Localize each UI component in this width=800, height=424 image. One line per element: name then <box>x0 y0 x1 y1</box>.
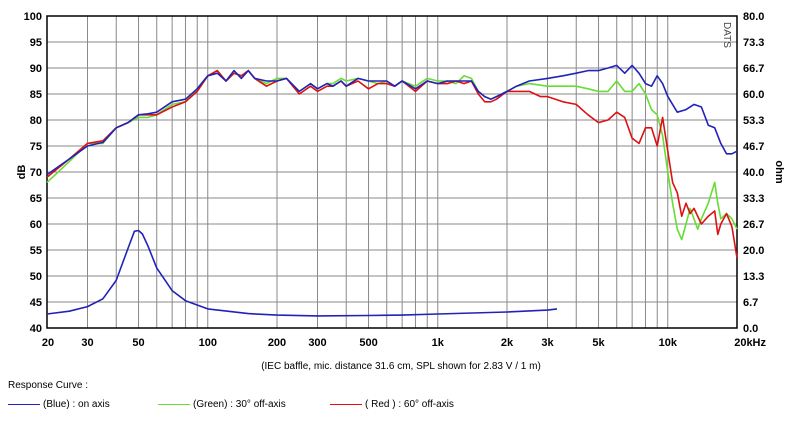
x-tick-label: 300 <box>308 337 326 349</box>
legend-item-red: ( Red ) : 60° off-axis <box>330 399 454 410</box>
legend-swatch-blue <box>8 404 40 405</box>
x-tick-label: 50 <box>132 337 144 349</box>
y2-tick-label: 53.3 <box>743 115 764 127</box>
x-tick-labels: 20 30 50 100 200 300 500 1k 2k 3k 5k 10k 20kHz <box>42 337 767 349</box>
y-axis-label: dB <box>16 165 28 180</box>
y2-tick-label: 66.7 <box>743 63 764 75</box>
y2-tick-label: 20.0 <box>743 245 764 257</box>
legend-swatch-green <box>158 404 190 405</box>
y2-tick-labels: 0.0 6.7 13.3 20.0 26.7 33.3 40.0 46.7 53.3 60.0 66… <box>743 11 764 335</box>
y2-tick-label: 46.7 <box>743 141 764 153</box>
y-tick-label: 40 <box>30 323 42 335</box>
x-tick-label: 5k <box>592 337 605 349</box>
y2-tick-label: 0.0 <box>743 323 758 335</box>
offaxis-60-curve <box>46 69 738 258</box>
y-tick-label: 50 <box>30 271 42 283</box>
legend-swatch-red <box>330 404 362 405</box>
offaxis-30-curve <box>46 69 738 241</box>
x-tick-label: 20kHz <box>734 337 766 349</box>
y-tick-label: 75 <box>30 141 42 153</box>
x-tick-label: 500 <box>359 337 377 349</box>
y-tick-label: 55 <box>30 245 42 257</box>
x-tick-label: 30 <box>81 337 93 349</box>
y-tick-label: 95 <box>30 37 42 49</box>
y2-tick-label: 80.0 <box>743 11 764 23</box>
y2-tick-label: 73.3 <box>743 37 764 49</box>
y-tick-label: 100 <box>24 11 42 23</box>
y2-tick-label: 6.7 <box>743 297 758 309</box>
legend-item-green: (Green) : 30° off-axis <box>158 399 286 410</box>
y-tick-label: 80 <box>30 115 42 127</box>
y-tick-label: 90 <box>30 63 42 75</box>
y2-tick-label: 40.0 <box>743 167 764 179</box>
y-tick-label: 60 <box>30 219 42 231</box>
y2-tick-label: 33.3 <box>743 193 764 205</box>
x-tick-label: 20 <box>42 337 54 349</box>
y-tick-label: 85 <box>30 89 42 101</box>
y-tick-label: 45 <box>30 297 42 309</box>
x-tick-label: 3k <box>541 337 554 349</box>
x-tick-label: 200 <box>268 337 286 349</box>
legend-item-blue: (Blue) : on axis <box>8 399 110 410</box>
legend-title: Response Curve : <box>8 380 89 391</box>
x-tick-label: 10k <box>659 337 678 349</box>
legend-label-blue: (Blue) : on axis <box>43 399 110 410</box>
impedance-curve <box>46 229 558 317</box>
on-axis-curve <box>46 64 738 176</box>
y2-tick-label: 26.7 <box>743 219 764 231</box>
y2-tick-label: 13.3 <box>743 271 764 283</box>
y-tick-labels: 40 45 50 55 60 65 70 75 80 85 90 95 100 <box>24 11 42 335</box>
x-tick-label: 2k <box>501 337 514 349</box>
grid <box>47 16 737 328</box>
legend-label-green: (Green) : 30° off-axis <box>193 399 286 410</box>
chart-caption: (IEC baffle, mic. distance 31.6 cm, SPL … <box>261 361 541 372</box>
legend-label-red: ( Red ) : 60° off-axis <box>365 399 454 410</box>
x-tick-label: 100 <box>199 337 217 349</box>
x-tick-label: 1k <box>432 337 445 349</box>
y2-tick-label: 60.0 <box>743 89 764 101</box>
y2-axis-label: ohm <box>773 160 785 183</box>
curves <box>46 64 738 317</box>
y-tick-label: 70 <box>30 167 42 179</box>
plot-frame <box>46 15 738 329</box>
y-tick-label: 65 <box>30 193 42 205</box>
watermark-text: DATS <box>721 22 732 48</box>
